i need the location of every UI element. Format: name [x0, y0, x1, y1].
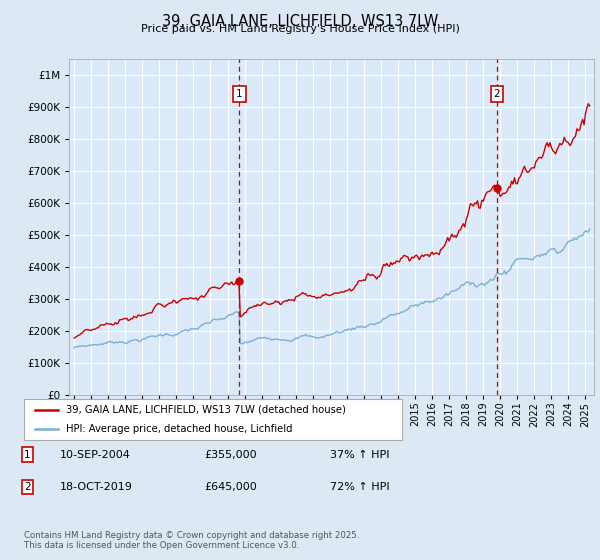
- Text: 2: 2: [24, 482, 31, 492]
- Text: Price paid vs. HM Land Registry's House Price Index (HPI): Price paid vs. HM Land Registry's House …: [140, 24, 460, 34]
- Text: 10-SEP-2004: 10-SEP-2004: [60, 450, 131, 460]
- Text: £355,000: £355,000: [204, 450, 257, 460]
- Text: 39, GAIA LANE, LICHFIELD, WS13 7LW (detached house): 39, GAIA LANE, LICHFIELD, WS13 7LW (deta…: [65, 405, 346, 415]
- Text: 72% ↑ HPI: 72% ↑ HPI: [330, 482, 389, 492]
- Text: 18-OCT-2019: 18-OCT-2019: [60, 482, 133, 492]
- Text: HPI: Average price, detached house, Lichfield: HPI: Average price, detached house, Lich…: [65, 424, 292, 434]
- Text: 1: 1: [24, 450, 31, 460]
- Text: 39, GAIA LANE, LICHFIELD, WS13 7LW: 39, GAIA LANE, LICHFIELD, WS13 7LW: [162, 14, 438, 29]
- Text: £645,000: £645,000: [204, 482, 257, 492]
- Text: 1: 1: [236, 89, 242, 99]
- Text: 2: 2: [494, 89, 500, 99]
- Text: Contains HM Land Registry data © Crown copyright and database right 2025.
This d: Contains HM Land Registry data © Crown c…: [24, 530, 359, 550]
- Text: 37% ↑ HPI: 37% ↑ HPI: [330, 450, 389, 460]
